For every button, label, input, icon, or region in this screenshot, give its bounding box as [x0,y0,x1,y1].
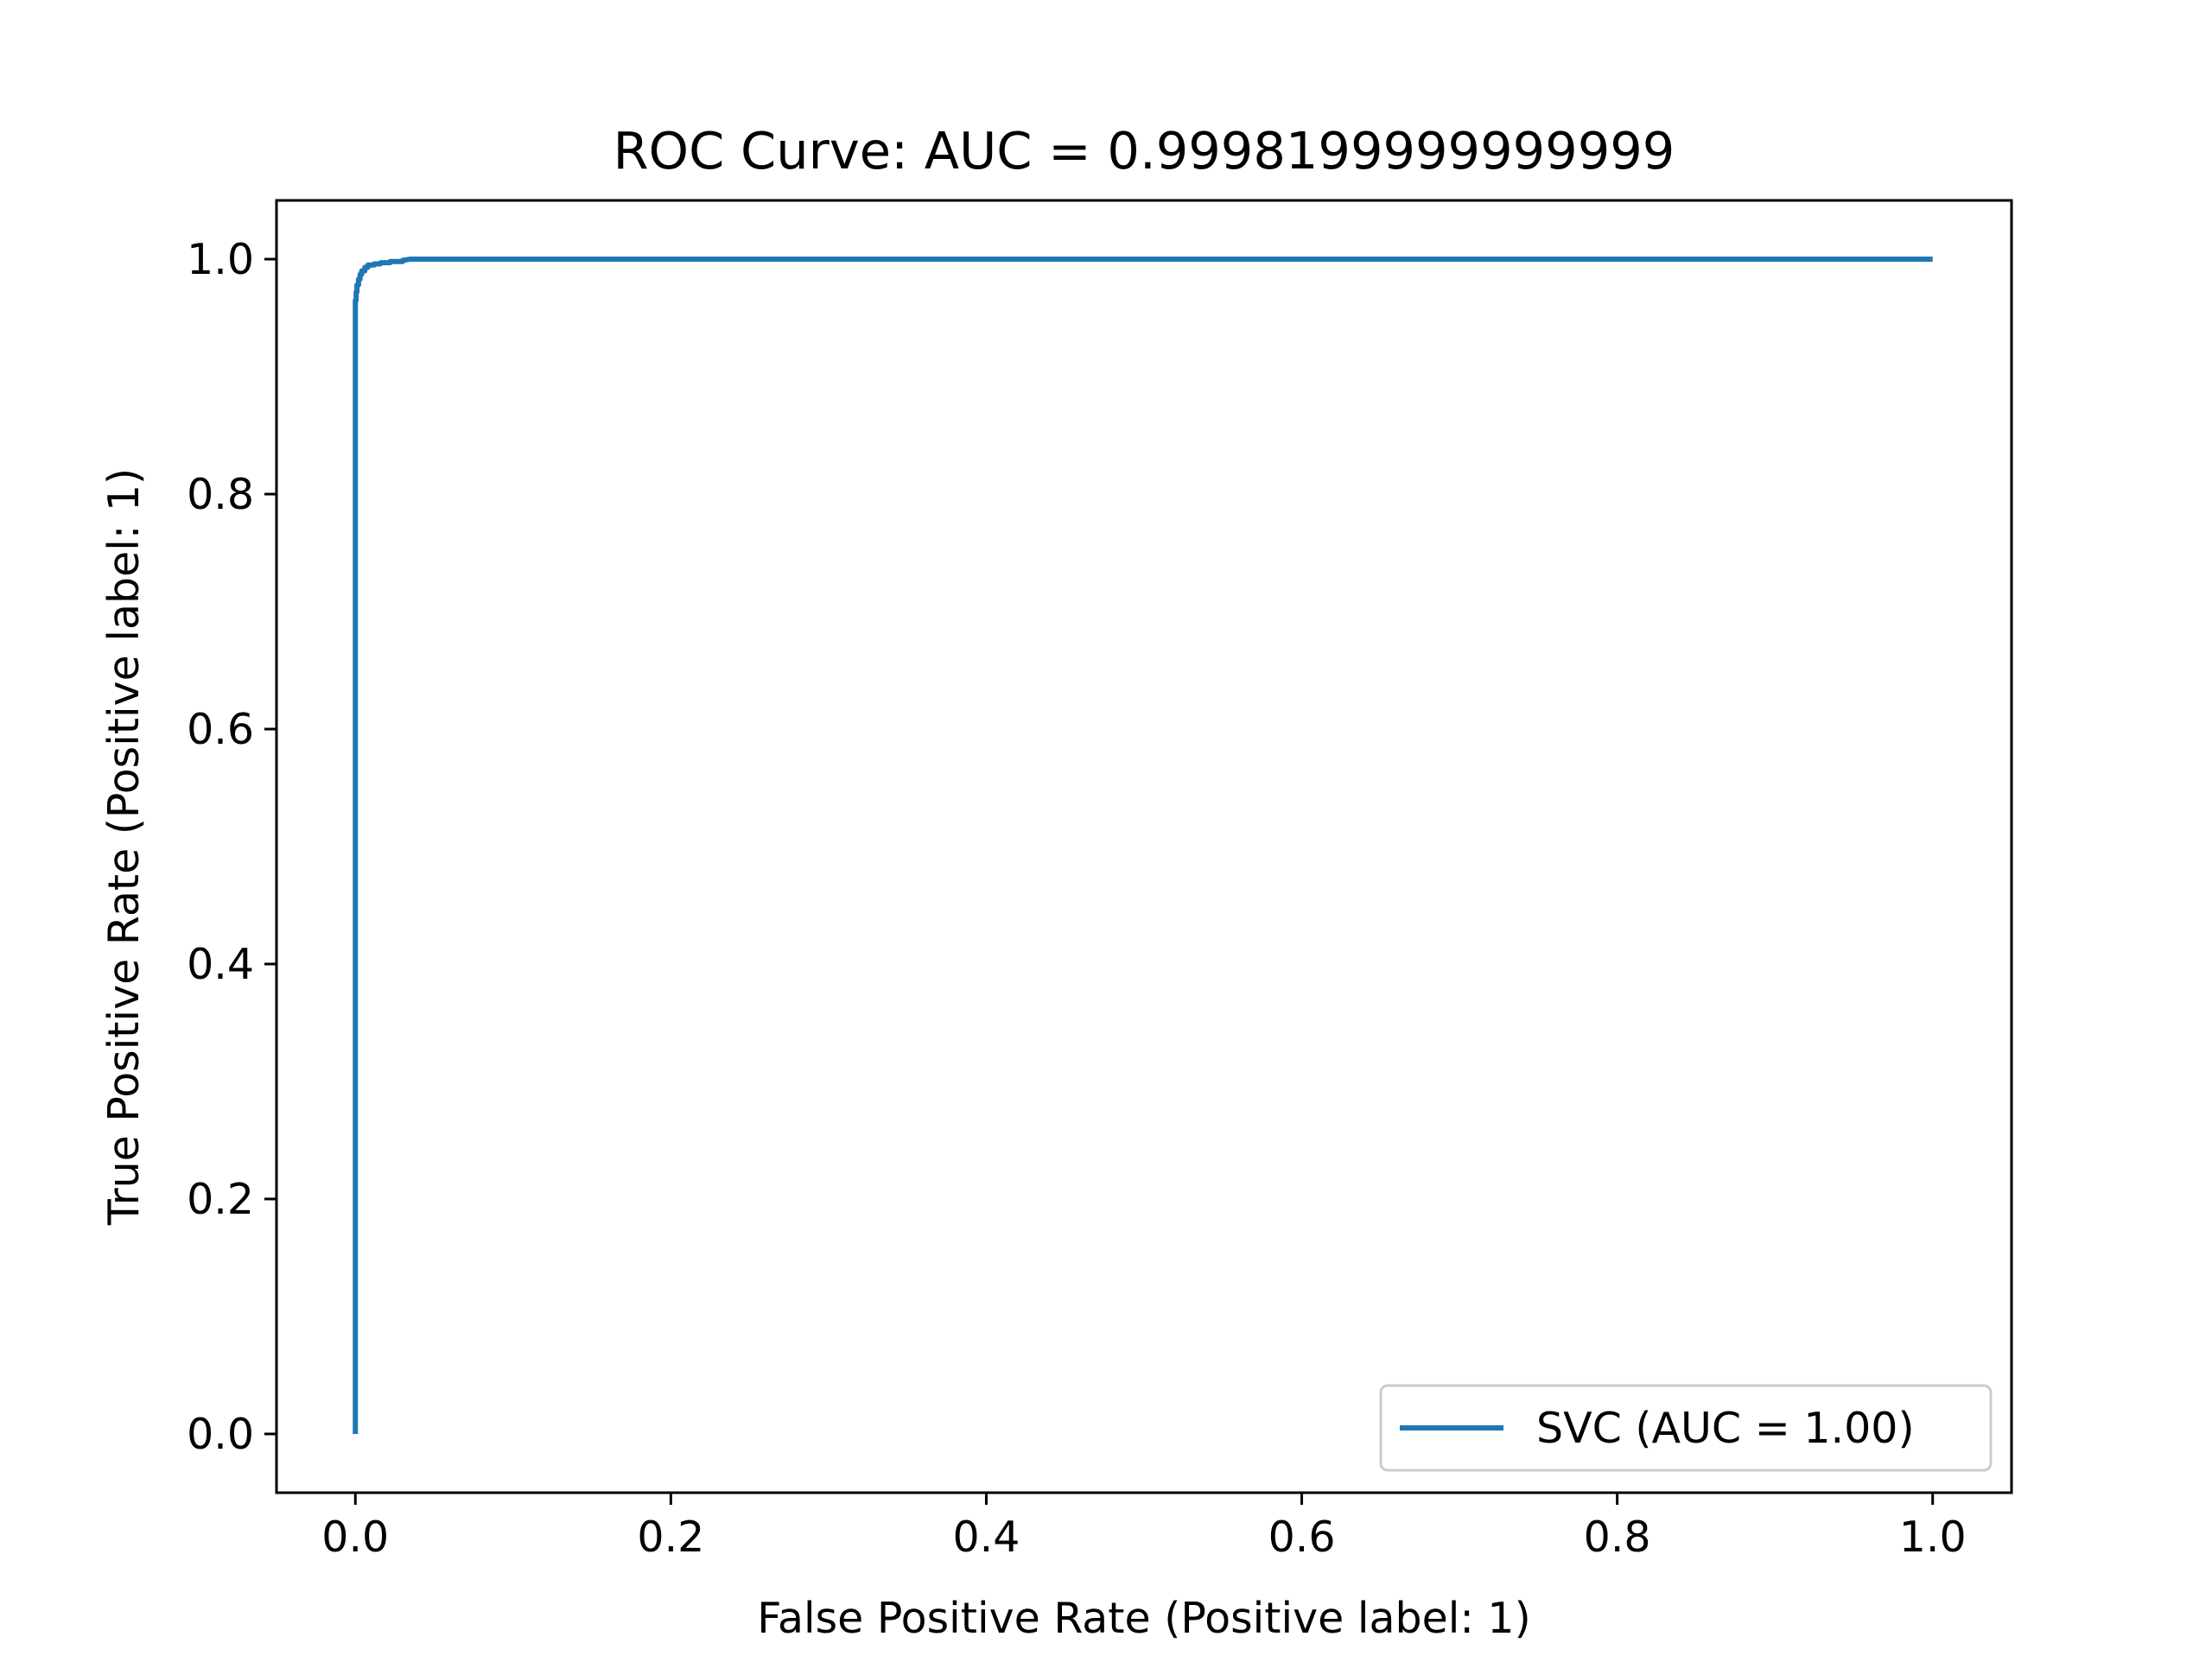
x-tick-label: 0.6 [1268,1513,1336,1562]
x-tick-label: 0.0 [321,1513,389,1562]
legend-label: SVC (AUC = 1.00) [1536,1404,1915,1453]
legend-box [1379,1384,1993,1472]
legend: SVC (AUC = 1.00) [1379,1384,1993,1472]
x-tick-label: 0.8 [1584,1513,1651,1562]
y-tick-label: 0.4 [187,940,254,989]
y-tick-label: 0.2 [187,1175,254,1224]
y-tick-label: 1.0 [187,235,254,284]
y-tick-label: 0.8 [187,470,254,519]
plot-area [275,199,2013,1494]
y-tick-label: 0.6 [187,705,254,754]
y-tick-label: 0.0 [187,1410,254,1459]
x-tick-label: 0.4 [952,1513,1020,1562]
y-axis-label: True Positive Rate (Positive label: 1) [99,468,149,1227]
chart-title: ROC Curve: AUC = 0.9998199999999999 [613,121,1675,181]
x-axis-label: False Positive Rate (Positive label: 1) [757,1594,1530,1643]
axes-frame [275,199,2013,1494]
x-tick-label: 0.2 [637,1513,704,1562]
y-axis-ticks: 0.0 0.2 0.4 0.6 0.8 1.0 [187,235,276,1459]
x-tick-label: 1.0 [1899,1513,1967,1562]
x-axis-ticks: 0.0 0.2 0.4 0.6 0.8 1.0 [321,1493,1967,1562]
series-line-1 [353,257,1933,1434]
